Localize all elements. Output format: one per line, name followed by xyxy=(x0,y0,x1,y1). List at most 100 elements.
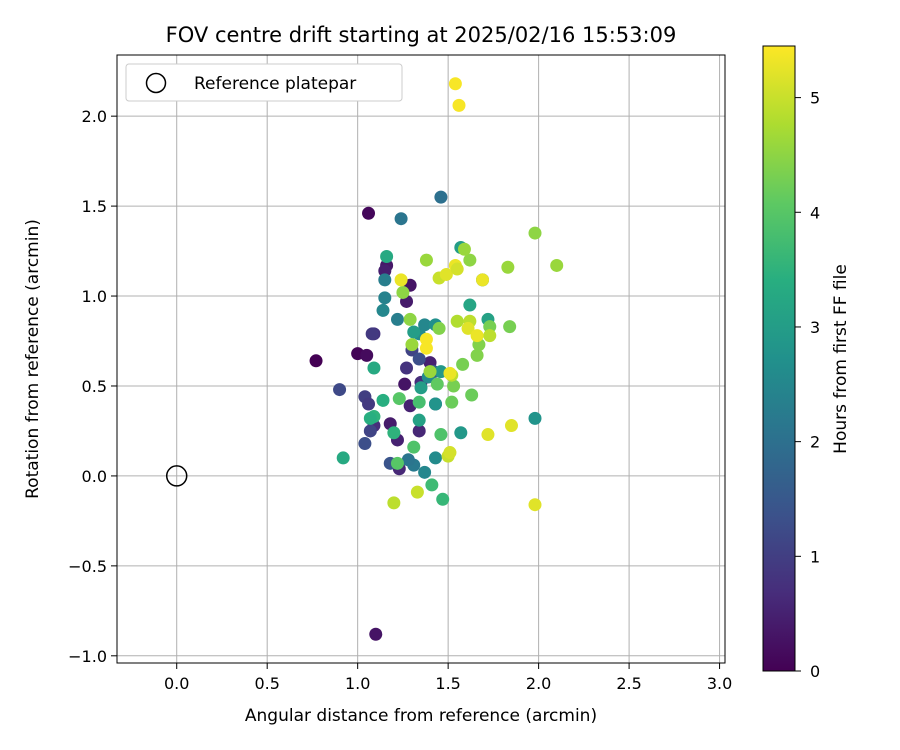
data-point xyxy=(483,320,497,334)
colorbar-ticks: 0 1 2 3 4 5 xyxy=(795,89,820,681)
data-point xyxy=(336,451,350,465)
data-point xyxy=(387,426,401,440)
data-point xyxy=(443,366,457,380)
data-point xyxy=(434,190,448,204)
data-point xyxy=(456,357,470,371)
y-tick-label: −0.5 xyxy=(68,557,107,576)
data-point xyxy=(390,456,404,470)
data-point xyxy=(407,325,421,339)
data-point xyxy=(414,381,428,395)
data-point xyxy=(403,312,417,326)
y-tick-label: −1.0 xyxy=(68,647,107,666)
data-point xyxy=(445,395,459,409)
plot-frame xyxy=(116,54,726,664)
data-point xyxy=(448,77,462,91)
colorbar-tick-label: 4 xyxy=(810,203,820,222)
data-point xyxy=(501,260,515,274)
data-point xyxy=(465,388,479,402)
data-point xyxy=(419,341,433,355)
data-point xyxy=(392,392,406,406)
y-axis-ticks: −1.0 −0.5 0.0 0.5 1.0 1.5 2.0 xyxy=(68,107,117,666)
colorbar-tick-label: 5 xyxy=(810,89,820,108)
data-point xyxy=(365,327,379,341)
colorbar-label: Hours from first FF file xyxy=(831,264,851,454)
data-point xyxy=(380,249,394,263)
data-point xyxy=(412,424,426,438)
data-point xyxy=(450,314,464,328)
colorbar: 0 1 2 3 4 5 Hours from first FF file xyxy=(762,45,851,681)
data-point xyxy=(394,212,408,226)
data-point xyxy=(423,365,437,379)
data-point xyxy=(443,446,457,460)
data-point xyxy=(528,226,542,240)
data-point xyxy=(418,465,432,479)
data-point xyxy=(394,273,408,287)
x-tick-label: 2.5 xyxy=(616,674,641,693)
data-point xyxy=(550,258,564,272)
y-tick-label: 0.0 xyxy=(82,467,107,486)
data-point xyxy=(461,321,475,335)
x-tick-label: 0.0 xyxy=(164,674,189,693)
legend-entry-reference: Reference platepar xyxy=(194,74,356,94)
colorbar-gradient xyxy=(762,45,796,672)
data-point xyxy=(309,354,323,368)
data-point xyxy=(378,291,392,305)
scatter-points xyxy=(309,77,564,641)
data-point xyxy=(376,303,390,317)
data-point xyxy=(362,206,376,220)
data-point xyxy=(367,361,381,375)
data-point xyxy=(457,242,471,256)
legend: Reference platepar xyxy=(125,63,403,102)
data-point xyxy=(358,437,372,451)
data-point xyxy=(447,379,461,393)
data-point xyxy=(390,312,404,326)
data-point xyxy=(528,498,542,512)
data-point xyxy=(428,397,442,411)
chart-title: FOV centre drift starting at 2025/02/16 … xyxy=(166,23,677,47)
x-tick-label: 0.5 xyxy=(254,674,279,693)
data-point xyxy=(400,361,414,375)
x-tick-label: 3.0 xyxy=(707,674,732,693)
data-point xyxy=(528,411,542,425)
colorbar-tick-label: 2 xyxy=(810,433,820,452)
colorbar-tick-label: 0 xyxy=(810,662,820,681)
data-point xyxy=(360,348,374,362)
data-point xyxy=(419,253,433,267)
data-point xyxy=(439,267,453,281)
data-point xyxy=(481,428,495,442)
data-point xyxy=(470,329,484,343)
data-point xyxy=(454,426,468,440)
data-point xyxy=(405,338,419,352)
data-point xyxy=(363,424,377,438)
data-point xyxy=(410,485,424,499)
y-tick-label: 1.0 xyxy=(82,287,107,306)
y-axis-label: Rotation from reference (arcmin) xyxy=(23,219,43,499)
data-point xyxy=(396,285,410,299)
data-point xyxy=(407,440,421,454)
x-tick-label: 2.0 xyxy=(526,674,551,693)
grid-lines xyxy=(117,55,725,663)
data-point xyxy=(450,262,464,276)
data-point xyxy=(434,428,448,442)
data-point xyxy=(463,253,477,267)
x-axis-label: Angular distance from reference (arcmin) xyxy=(245,706,597,726)
data-point xyxy=(436,492,450,506)
data-point xyxy=(412,413,426,427)
data-point xyxy=(425,478,439,492)
y-tick-label: 2.0 xyxy=(82,107,107,126)
x-tick-label: 1.5 xyxy=(435,674,460,693)
colorbar-tick-label: 1 xyxy=(810,547,820,566)
legend-box xyxy=(125,63,403,102)
data-point xyxy=(378,273,392,287)
data-point xyxy=(483,329,497,343)
data-point xyxy=(470,348,484,362)
data-point xyxy=(378,264,392,278)
data-point xyxy=(333,383,347,397)
y-tick-label: 0.5 xyxy=(82,377,107,396)
data-point xyxy=(463,298,477,312)
data-point xyxy=(362,397,376,411)
reference-marker xyxy=(165,465,188,487)
legend-marker-icon xyxy=(145,72,167,94)
colorbar-tick-label: 3 xyxy=(810,318,820,337)
